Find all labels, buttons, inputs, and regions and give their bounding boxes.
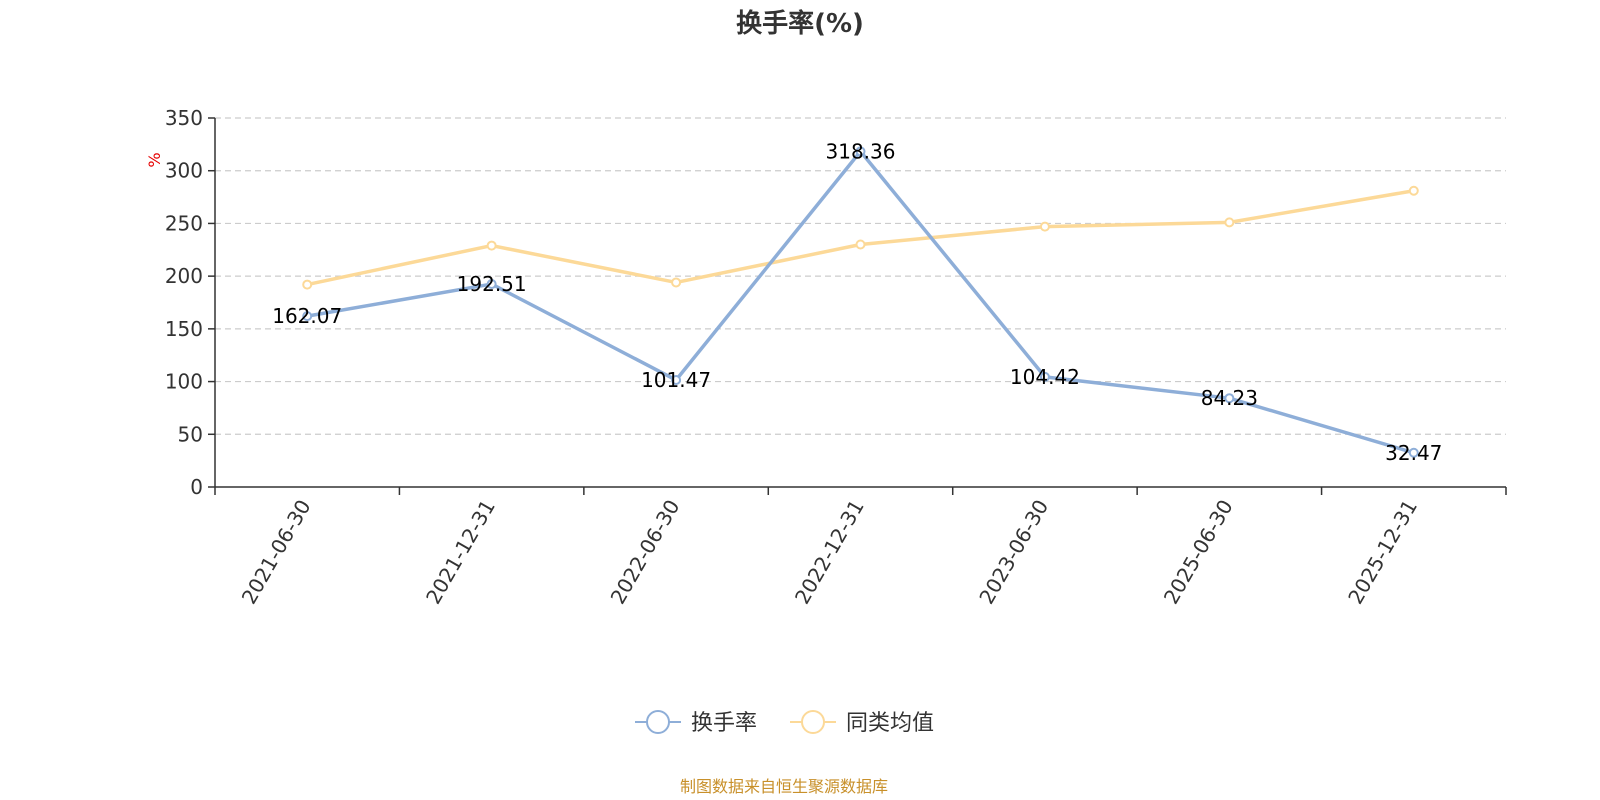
chart-title: 换手率(%) xyxy=(736,8,864,39)
data-label: 162.07 xyxy=(272,304,342,328)
legend-marker-icon xyxy=(646,710,670,734)
data-point xyxy=(1039,371,1050,382)
y-tick-label: 100 xyxy=(165,370,203,394)
series-line xyxy=(306,189,1415,287)
legend-marker-icon xyxy=(801,710,825,734)
data-point xyxy=(671,375,682,386)
grid-lines xyxy=(215,117,1506,435)
data-source-note: 制图数据来自恒生聚源数据库 xyxy=(680,777,888,796)
data-point xyxy=(1039,221,1050,232)
x-tick-label: 2022-06-30 xyxy=(605,496,684,609)
data-point xyxy=(302,279,313,290)
x-tick-label: 2025-06-30 xyxy=(1159,496,1238,609)
y-tick-label: 200 xyxy=(165,264,203,288)
data-point xyxy=(855,146,866,157)
y-tick-label: 150 xyxy=(165,317,203,341)
legend-item[interactable]: 换手率 xyxy=(635,710,757,736)
legend[interactable]: 换手率 同类均值 xyxy=(635,710,934,736)
data-point xyxy=(302,311,313,322)
data-labels: 162.07 192.51 101.47 318.36 104.42 84.23 32.47 xyxy=(272,139,1442,464)
data-point xyxy=(486,279,497,290)
data-label: 84.23 xyxy=(1201,386,1258,410)
x-tick-label: 2021-06-30 xyxy=(237,496,316,609)
y-axis-unit-label: % xyxy=(145,152,164,167)
legend-label: 换手率 xyxy=(691,711,757,736)
y-tick-label: 50 xyxy=(178,422,203,446)
legend-label: 同类均值 xyxy=(846,711,934,736)
data-point xyxy=(671,277,682,288)
series-lines xyxy=(302,146,1419,458)
y-tick-label: 300 xyxy=(165,159,203,183)
data-label: 318.36 xyxy=(826,139,896,163)
data-point xyxy=(1408,447,1419,458)
x-tick-label: 2021-12-31 xyxy=(421,495,500,608)
x-tick-label: 2022-12-31 xyxy=(790,496,869,609)
data-point xyxy=(1224,217,1235,228)
x-tick-label: 2025-12-31 xyxy=(1343,496,1422,609)
data-point xyxy=(855,239,866,250)
x-tick-label: 2023-06-30 xyxy=(974,496,1053,609)
y-tick-label: 250 xyxy=(165,211,203,235)
data-point xyxy=(1224,393,1235,404)
y-tick-label: 0 xyxy=(190,475,203,499)
data-label: 104.42 xyxy=(1010,365,1080,389)
data-point xyxy=(1408,185,1419,196)
data-point xyxy=(486,240,497,251)
data-label: 192.51 xyxy=(457,272,527,296)
data-label: 101.47 xyxy=(641,368,711,392)
y-tick-label: 350 xyxy=(165,106,203,130)
data-label: 32.47 xyxy=(1385,441,1442,465)
legend-item[interactable]: 同类均值 xyxy=(790,710,934,736)
